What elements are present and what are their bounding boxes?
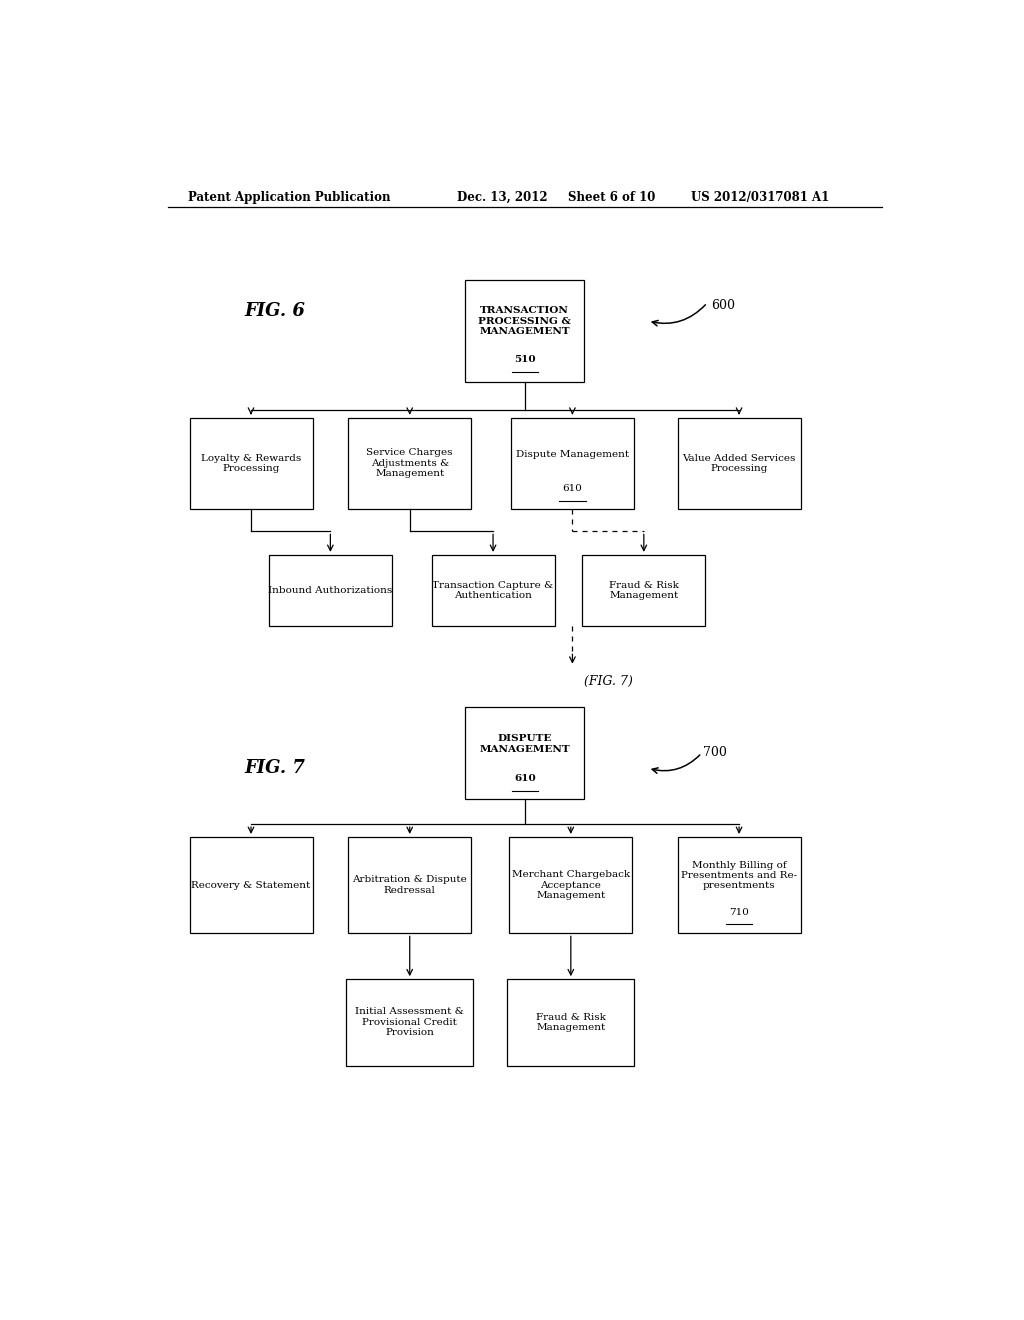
Text: 610: 610 (562, 484, 583, 494)
Text: Loyalty & Rewards
Processing: Loyalty & Rewards Processing (201, 454, 301, 473)
Bar (511, 417, 634, 510)
Text: 600: 600 (712, 300, 735, 313)
Text: Initial Assessment &
Provisional Credit
Provision: Initial Assessment & Provisional Credit … (355, 1007, 464, 1038)
Text: 710: 710 (729, 908, 749, 916)
Text: FIG. 6: FIG. 6 (245, 302, 305, 319)
Text: Inbound Authorizations: Inbound Authorizations (268, 586, 392, 595)
Text: DISPUTE
MANAGEMENT: DISPUTE MANAGEMENT (479, 734, 570, 754)
Text: Monthly Billing of
Presentments and Re-
presentments: Monthly Billing of Presentments and Re- … (681, 861, 797, 891)
Text: Dec. 13, 2012: Dec. 13, 2012 (458, 190, 548, 203)
Bar (678, 417, 801, 510)
Text: Value Added Services
Processing: Value Added Services Processing (682, 454, 796, 473)
Text: Merchant Chargeback
Acceptance
Management: Merchant Chargeback Acceptance Managemen… (512, 870, 630, 900)
Text: US 2012/0317081 A1: US 2012/0317081 A1 (691, 190, 829, 203)
Text: 510: 510 (514, 355, 536, 364)
Bar (678, 837, 801, 933)
Text: (FIG. 7): (FIG. 7) (585, 675, 633, 688)
Bar (583, 554, 706, 626)
Text: Transaction Capture &
Authentication: Transaction Capture & Authentication (432, 581, 554, 601)
Bar (348, 417, 471, 510)
Text: 700: 700 (703, 747, 727, 759)
Bar (465, 708, 585, 799)
Text: Dispute Management: Dispute Management (516, 450, 629, 458)
Bar (189, 417, 312, 510)
Bar (431, 554, 555, 626)
Bar (346, 979, 473, 1065)
Bar (189, 837, 312, 933)
Text: Fraud & Risk
Management: Fraud & Risk Management (609, 581, 679, 601)
Bar (509, 837, 633, 933)
Bar (269, 554, 392, 626)
Text: Sheet 6 of 10: Sheet 6 of 10 (568, 190, 655, 203)
Text: Arbitration & Dispute
Redressal: Arbitration & Dispute Redressal (352, 875, 467, 895)
Bar (507, 979, 634, 1065)
Text: Recovery & Statement: Recovery & Statement (191, 880, 310, 890)
Bar (348, 837, 471, 933)
Text: Fraud & Risk
Management: Fraud & Risk Management (536, 1012, 606, 1032)
Text: 610: 610 (514, 774, 536, 783)
Bar (465, 280, 585, 381)
Text: FIG. 7: FIG. 7 (245, 759, 305, 777)
Text: TRANSACTION
PROCESSING &
MANAGEMENT: TRANSACTION PROCESSING & MANAGEMENT (478, 306, 571, 335)
Text: Service Charges
Adjustments &
Management: Service Charges Adjustments & Management (367, 449, 453, 478)
Text: Patent Application Publication: Patent Application Publication (187, 190, 390, 203)
